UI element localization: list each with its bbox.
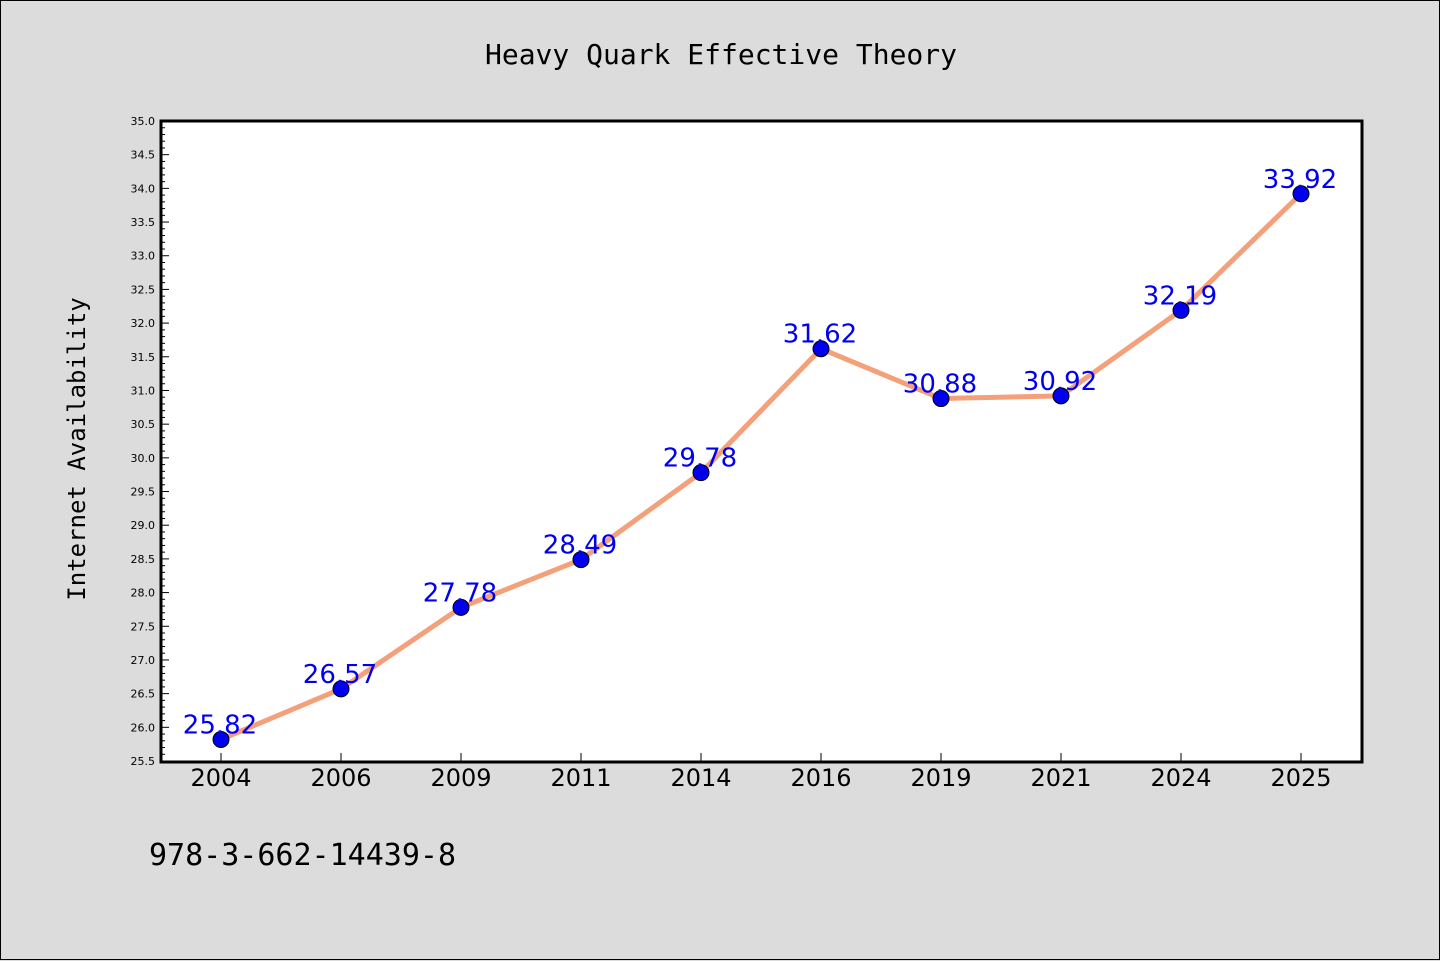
plot-area: [159, 119, 1364, 764]
data-point: [692, 464, 710, 482]
y-tick-label: 31.0: [131, 384, 156, 397]
y-tick-label: 30.5: [131, 418, 156, 431]
data-point: [812, 340, 830, 358]
data-point: [212, 730, 230, 748]
chart-title: Heavy Quark Effective Theory: [485, 38, 957, 71]
y-tick-label: 27.5: [131, 620, 156, 633]
y-axis-label: Internet Availability: [63, 297, 91, 600]
y-tick-label: 26.0: [131, 721, 156, 734]
data-label: 27.78: [423, 578, 497, 608]
x-tick-label: 2006: [310, 764, 371, 792]
x-tick-label: 2004: [190, 764, 251, 792]
x-tick-label: 2011: [550, 764, 611, 792]
y-tick-label: 34.5: [131, 149, 156, 162]
data-label: 25.82: [183, 710, 257, 740]
data-point: [572, 551, 590, 569]
data-point: [932, 390, 950, 408]
y-tick-label: 35.0: [131, 115, 156, 128]
x-tick-label: 2019: [910, 764, 971, 792]
y-tick-label: 25.5: [131, 755, 156, 768]
data-point: [452, 598, 470, 616]
x-tick-label: 2021: [1030, 764, 1091, 792]
y-tick-label: 31.5: [131, 351, 156, 364]
y-tick-label: 32.0: [131, 317, 156, 330]
x-tick-label: 2024: [1150, 764, 1211, 792]
y-tick-label: 34.0: [131, 182, 156, 195]
data-point: [1052, 387, 1070, 405]
y-tick-label: 27.0: [131, 654, 156, 667]
data-label: 26.57: [303, 660, 377, 690]
data-label: 30.88: [903, 370, 977, 400]
series-line: [218, 191, 1304, 742]
data-label: 29.78: [663, 444, 737, 474]
series-layer: [212, 185, 1310, 748]
x-tick-label: 2016: [790, 764, 851, 792]
y-tick-label: 28.5: [131, 553, 156, 566]
data-label: 31.62: [783, 320, 857, 350]
data-point: [1292, 185, 1310, 203]
x-tick-label: 2014: [670, 764, 731, 792]
x-tick-label: 2025: [1270, 764, 1331, 792]
data-label: 28.49: [543, 531, 617, 561]
data-labels-layer: 25.82 26.57 27.78 28.49 29.78 31.62 30.88 30.92…: [183, 165, 1337, 741]
data-label: 30.92: [1023, 367, 1097, 397]
x-axis-ticks: 2004 2006 2009 2011 2014 2016 2019 2021 2024 2025: [190, 753, 1332, 792]
y-tick-label: 33.0: [131, 250, 156, 263]
x-tick-label: 2009: [430, 764, 491, 792]
footer-isbn: 978-3-662-14439-8: [149, 838, 456, 873]
y-tick-label: 29.5: [131, 486, 156, 499]
y-tick-label: 32.5: [131, 283, 156, 296]
y-tick-label: 26.5: [131, 688, 156, 701]
y-tick-label: 28.0: [131, 587, 156, 600]
data-label: 32.19: [1143, 281, 1217, 311]
y-tick-label: 33.5: [131, 216, 156, 229]
y-tick-label: 30.0: [131, 452, 156, 465]
data-point: [1172, 301, 1190, 319]
y-tick-label: 29.0: [131, 519, 156, 532]
y-axis-ticks: 25.5 26.0 26.5 27.0 27.5 28.0 28.5 29.0 29.5 30.0…: [131, 115, 169, 768]
data-point: [332, 680, 350, 698]
data-label: 33.92: [1263, 165, 1337, 195]
